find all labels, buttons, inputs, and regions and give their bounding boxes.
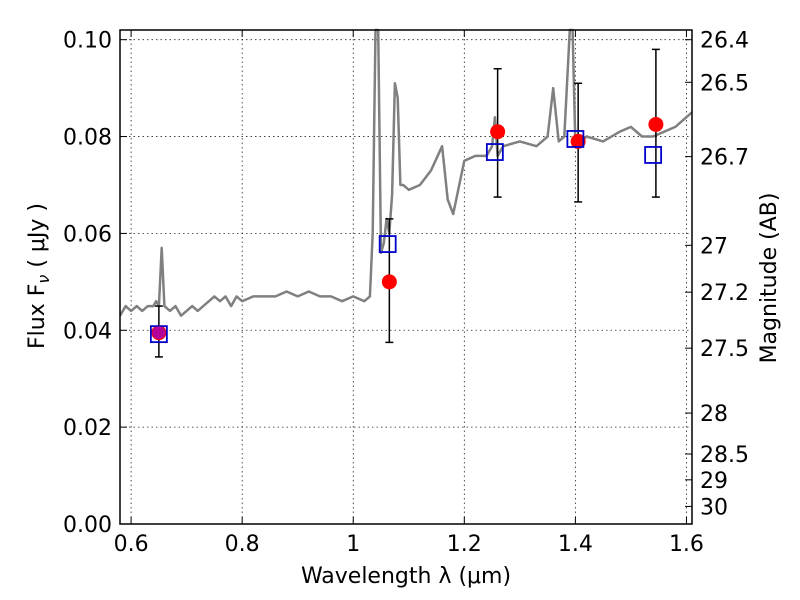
model-point (644, 146, 663, 164)
observed-point (648, 116, 664, 132)
x-tick-label: 1.6 (669, 532, 704, 557)
observed-point (570, 133, 586, 149)
mag-tick-label: 27.5 (700, 337, 749, 362)
spectrum-series (118, 28, 693, 317)
observed-point (381, 274, 397, 290)
mag-tick-label: 26.4 (700, 29, 749, 54)
x-tick-label: 1.4 (558, 532, 593, 557)
plot-frame (119, 29, 693, 525)
photometry-series (149, 48, 664, 358)
mag-tick-label: 26.7 (700, 146, 749, 171)
mag-tick-label: 27.2 (700, 281, 749, 306)
y-axis-label: Flux Fν ( μJy ) (25, 203, 53, 349)
y-tick-label: 0.02 (63, 416, 112, 441)
right-axis-label: Magnitude (AB) (757, 193, 782, 364)
x-axis-label: Wavelength λ (μm) (301, 564, 511, 589)
y-tick-label: 0.00 (63, 513, 112, 538)
y-tick-label: 0.04 (63, 319, 112, 344)
overlap-point (152, 326, 166, 340)
observed-point (490, 124, 506, 140)
x-tick-label: 1 (346, 532, 360, 557)
x-tick-label: 0.8 (225, 532, 260, 557)
y-axis-label-subscript: ν (34, 275, 53, 284)
y-tick-label: 0.08 (63, 126, 112, 151)
mag-tick-label: 29 (700, 469, 728, 494)
mag-tick-label: 26.5 (700, 71, 749, 96)
axis-ticks: 0.6 0.8 1 1.2 1.4 1.6 0.00 0.02 0.04 0.06 0.08 0.10… (63, 29, 749, 557)
mag-tick-label: 27 (700, 234, 728, 259)
y-tick-label: 0.10 (63, 29, 112, 54)
x-tick-label: 1.2 (447, 532, 482, 557)
mag-tick-label: 30 (700, 495, 728, 520)
grid-lines (120, 30, 692, 525)
mag-tick-label: 28.5 (700, 443, 749, 468)
model-point (378, 235, 397, 253)
model-point (485, 143, 504, 161)
model-point (566, 130, 585, 148)
spectrum-line (118, 28, 693, 317)
model-point (149, 325, 168, 344)
y-axis-label-unit: ( μJy ) (25, 203, 50, 275)
y-axis-label-main: Flux F (25, 284, 50, 349)
mag-tick-label: 28 (700, 402, 728, 427)
x-tick-label: 0.6 (114, 532, 149, 557)
y-tick-label: 0.06 (63, 222, 112, 247)
